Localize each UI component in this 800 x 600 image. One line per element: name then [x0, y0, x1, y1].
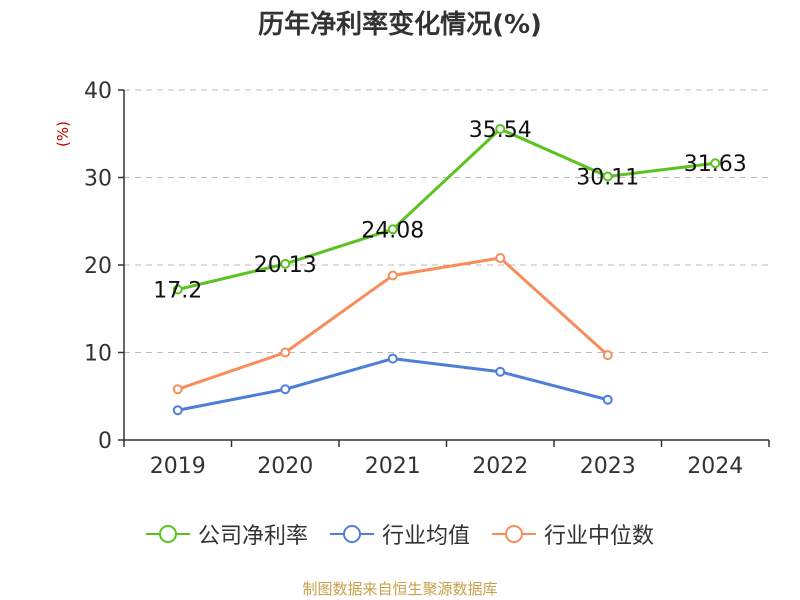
data-label: 17.2	[153, 279, 202, 304]
legend-item-company[interactable]: 公司净利率	[145, 518, 308, 550]
legend-marker-industry-median	[492, 525, 536, 543]
y-tick-label: 0	[98, 429, 112, 454]
series-lines	[172, 124, 721, 416]
legend-marker-company	[145, 525, 190, 543]
legend-marker-industry-avg	[329, 525, 374, 543]
y-tick-label: 10	[84, 342, 112, 367]
data-point[interactable]	[387, 270, 398, 281]
legend-label-industry-avg: 行业均值	[381, 524, 470, 549]
legend-label-company: 公司净利率	[197, 524, 308, 549]
data-label: 30.11	[576, 166, 639, 191]
data-label: 24.08	[361, 218, 424, 243]
line-chart: 0 10 20 30 40 2019 2020 2021 2022 2023 2024 17.2 20…	[84, 79, 770, 479]
data-point[interactable]	[172, 405, 183, 416]
data-label: 31.63	[684, 152, 747, 177]
data-label: 20.13	[254, 253, 317, 278]
x-tick-label: 2024	[687, 454, 743, 479]
data-label: 35.54	[469, 118, 532, 143]
data-point[interactable]	[495, 366, 506, 377]
chart-title: 历年净利率变化情况(%)	[258, 10, 542, 40]
data-point[interactable]	[172, 284, 183, 295]
y-tick-label: 20	[84, 254, 112, 279]
x-tick-label: 2021	[365, 454, 421, 479]
data-point[interactable]	[495, 253, 506, 263]
data-point[interactable]	[280, 347, 291, 358]
data-labels: 17.2 20.13 24.08 35.54 30.11 31.63	[153, 118, 746, 303]
data-point[interactable]	[602, 171, 613, 182]
legend-label-industry-median: 行业中位数	[544, 524, 655, 549]
y-tick-label: 40	[84, 79, 112, 104]
grid-lines	[124, 89, 769, 353]
data-point[interactable]	[602, 350, 613, 361]
y-tick-label: 30	[84, 167, 112, 192]
axes: 0 10 20 30 40 2019 2020 2021 2022 2023 2024	[84, 79, 770, 479]
data-point[interactable]	[602, 394, 613, 405]
data-point[interactable]	[710, 158, 721, 169]
legend: 公司净利率 行业均值 行业中位数	[0, 518, 800, 550]
x-tick-label: 2020	[257, 454, 313, 479]
data-point[interactable]	[387, 224, 398, 235]
x-tick-label: 2023	[580, 454, 636, 479]
legend-item-industry-median[interactable]: 行业中位数	[492, 518, 654, 550]
data-point[interactable]	[495, 124, 506, 135]
x-tick-label: 2019	[150, 454, 206, 479]
x-tick-label: 2022	[472, 454, 528, 479]
data-point[interactable]	[280, 384, 291, 395]
data-source-note: 制图数据来自恒生聚源数据库	[302, 580, 498, 598]
series-line-0	[177, 127, 716, 291]
data-point[interactable]	[387, 353, 398, 364]
data-point[interactable]	[280, 258, 291, 269]
legend-item-industry-avg[interactable]: 行业均值	[329, 518, 470, 550]
data-point[interactable]	[172, 384, 183, 395]
